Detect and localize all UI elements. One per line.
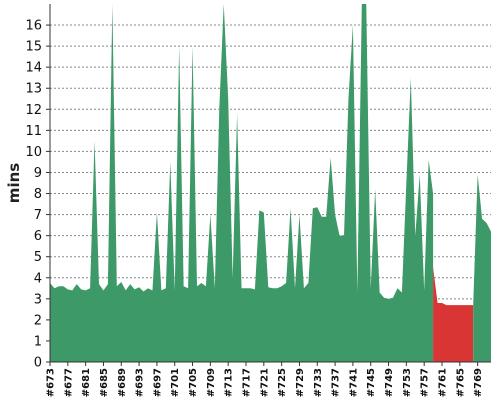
area-success-0 xyxy=(50,4,434,362)
x-tick-label: #769 xyxy=(473,368,484,397)
x-tick-label: #685 xyxy=(99,368,110,397)
x-tick-label: #725 xyxy=(277,368,288,397)
x-tick-label: #689 xyxy=(117,368,128,397)
y-tick-label: 4 xyxy=(34,271,42,286)
x-tick-label: #673 xyxy=(46,368,57,397)
y-tick-label: 0 xyxy=(34,356,42,371)
y-tick-label: 15 xyxy=(25,40,42,55)
y-tick-label: 16 xyxy=(25,19,42,34)
x-tick-label: #753 xyxy=(402,368,413,397)
y-tick-label: 6 xyxy=(34,229,42,244)
x-tick-label: #765 xyxy=(455,368,466,397)
area-failure-1 xyxy=(433,267,474,362)
x-tick-label: #677 xyxy=(63,368,74,397)
x-tick-label: #701 xyxy=(170,368,181,397)
y-tick-label: 3 xyxy=(34,292,42,307)
area-success-2 xyxy=(473,174,491,362)
x-tick-label: #709 xyxy=(206,368,217,397)
x-tick-label: #737 xyxy=(331,368,342,397)
x-axis-ticks: #673 #677 #681 #685 #689 #693 #697 #701 #705 #709… xyxy=(46,362,484,397)
y-tick-label: 8 xyxy=(34,187,42,202)
y-tick-label: 7 xyxy=(34,208,42,223)
x-tick-label: #761 xyxy=(438,368,449,397)
y-tick-label: 9 xyxy=(34,166,42,181)
y-tick-label: 5 xyxy=(34,250,42,265)
y-tick-label: 14 xyxy=(25,61,42,76)
area-series xyxy=(50,4,491,362)
x-tick-label: #713 xyxy=(224,368,235,397)
x-tick-label: #681 xyxy=(81,368,92,397)
x-tick-label: #721 xyxy=(259,368,270,397)
axes xyxy=(49,4,491,363)
y-axis-title: mins xyxy=(5,163,23,203)
x-tick-label: #717 xyxy=(242,368,253,397)
x-tick-label: #745 xyxy=(366,368,377,397)
y-tick-label: 10 xyxy=(25,145,42,160)
y-tick-label: 13 xyxy=(25,82,42,97)
x-tick-label: #705 xyxy=(188,368,199,397)
x-tick-label: #733 xyxy=(313,368,324,397)
x-tick-label: #729 xyxy=(295,368,306,397)
y-tick-label: 11 xyxy=(25,124,42,139)
y-tick-label: 1 xyxy=(34,334,42,349)
x-tick-label: #693 xyxy=(135,368,146,397)
y-tick-label: 2 xyxy=(34,313,42,328)
x-tick-label: #749 xyxy=(384,368,395,397)
x-tick-label: #757 xyxy=(420,368,431,397)
x-tick-label: #741 xyxy=(348,368,359,397)
y-tick-label: 12 xyxy=(25,103,42,118)
x-tick-label: #697 xyxy=(152,368,163,397)
